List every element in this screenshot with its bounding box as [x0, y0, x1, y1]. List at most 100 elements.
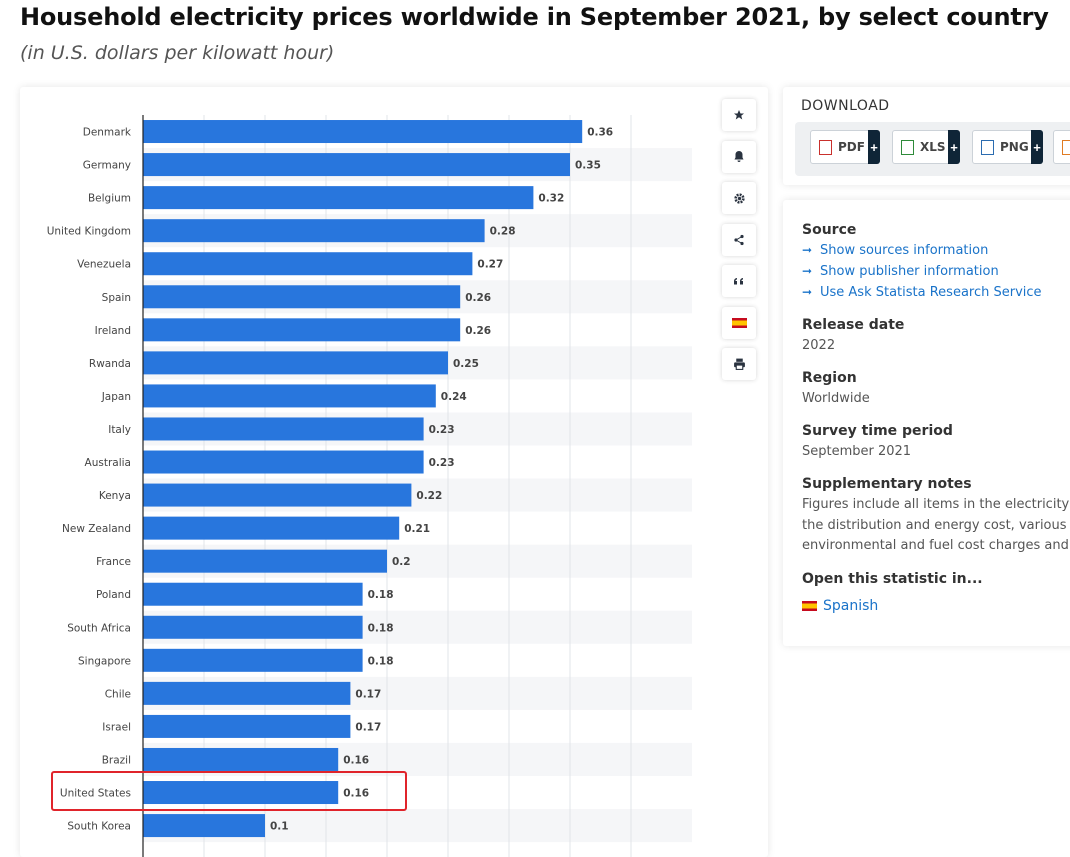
page-title: Household electricity prices worldwide i… — [20, 3, 1049, 31]
category-label: United States — [60, 788, 131, 800]
category-label: Poland — [96, 589, 131, 601]
bar-israel — [143, 714, 351, 738]
value-label: 0.18 — [368, 622, 394, 634]
share-icon — [734, 234, 744, 245]
show-sources-link[interactable]: ➞ Show sources information — [802, 243, 988, 258]
value-label: 0.27 — [477, 259, 503, 271]
png-file-icon — [981, 139, 994, 155]
bell-icon — [734, 151, 744, 162]
survey-period-value: September 2021 — [802, 444, 912, 459]
category-label: Germany — [83, 160, 131, 172]
bar-spain — [143, 285, 461, 309]
category-label: Ireland — [95, 325, 131, 337]
download-strip: PDF + XLS + PNG + — [795, 122, 1070, 176]
bar-italy — [143, 417, 424, 441]
share-button[interactable] — [722, 223, 756, 256]
value-label: 0.22 — [416, 490, 442, 502]
category-label: Denmark — [83, 127, 132, 139]
bar-ireland — [143, 318, 461, 342]
category-label: Venezuela — [77, 259, 131, 271]
arrow-right-icon: ➞ — [802, 285, 813, 299]
ask-statista-label: Use Ask Statista Research Service — [820, 285, 1042, 300]
value-label: 0.23 — [429, 424, 455, 436]
notes-line-3: environmental and fuel cost charges and … — [802, 538, 1070, 553]
download-png-label: PNG — [1000, 140, 1029, 154]
show-publisher-link[interactable]: ➞ Show publisher information — [802, 264, 999, 279]
value-label: 0.28 — [490, 226, 516, 238]
release-date-value: 2022 — [802, 338, 836, 353]
favorite-button[interactable] — [722, 99, 756, 131]
quote-icon — [734, 278, 743, 285]
category-label: New Zealand — [62, 523, 131, 535]
category-label: Chile — [105, 688, 131, 700]
category-label: France — [96, 556, 131, 568]
bar-united-kingdom — [143, 219, 485, 243]
ppt-file-icon — [1062, 139, 1070, 155]
notification-button[interactable] — [722, 140, 756, 173]
bar-france — [143, 549, 387, 573]
open-statistic-heading: Open this statistic in... — [802, 571, 983, 587]
settings-button[interactable] — [722, 182, 756, 214]
category-label: Brazil — [102, 754, 131, 766]
value-label: 0.36 — [587, 127, 613, 139]
release-date-heading: Release date — [802, 317, 905, 333]
download-xls-label: XLS — [920, 140, 946, 154]
download-more-button[interactable] — [1053, 130, 1070, 164]
info-panel: Source ➞ Show sources information ➞ Show p… — [783, 200, 1070, 646]
region-value: Worldwide — [802, 391, 870, 406]
category-label: Italy — [108, 424, 131, 436]
value-label: 0.16 — [343, 788, 369, 800]
xls-file-icon — [901, 139, 914, 155]
bar-australia — [143, 450, 424, 474]
value-label: 0.24 — [441, 391, 467, 403]
value-label: 0.2 — [392, 556, 411, 568]
spain-flag-icon — [802, 601, 817, 611]
bar-chile — [143, 681, 351, 705]
bar-south-africa — [143, 615, 363, 639]
category-label: Spain — [102, 292, 131, 304]
chart-panel: Denmark 0.36 Germany 0.35 Belgium 0.32 United … — [20, 87, 768, 857]
supplementary-notes-heading: Supplementary notes — [802, 476, 972, 492]
category-label: Kenya — [99, 490, 131, 502]
source-heading: Source — [802, 222, 857, 238]
download-pdf-plus[interactable]: + — [868, 130, 880, 164]
value-label: 0.1 — [270, 821, 289, 833]
value-label: 0.26 — [465, 325, 491, 337]
cite-button[interactable] — [722, 265, 756, 297]
region-heading: Region — [802, 370, 857, 386]
open-spanish-label: Spanish — [823, 598, 879, 614]
value-label: 0.32 — [538, 193, 564, 205]
value-label: 0.18 — [368, 589, 394, 601]
bar-belgium — [143, 186, 534, 210]
chart-toolbar — [722, 99, 756, 390]
notes-line-2: the distribution and energy cost, variou… — [802, 518, 1067, 533]
show-sources-label: Show sources information — [820, 243, 989, 258]
download-xls-button[interactable]: XLS + — [892, 130, 960, 164]
bar-south-korea — [143, 814, 265, 838]
category-label: Japan — [101, 391, 131, 403]
ask-statista-link[interactable]: ➞ Use Ask Statista Research Service — [802, 285, 1042, 300]
notes-line-1: Figures include all items in the electri… — [802, 497, 1070, 512]
download-title: DOWNLOAD — [801, 98, 890, 114]
category-label: South Korea — [67, 821, 131, 833]
download-xls-plus[interactable]: + — [948, 130, 960, 164]
download-png-plus[interactable]: + — [1031, 130, 1043, 164]
language-button[interactable] — [722, 306, 756, 339]
download-pdf-button[interactable]: PDF + — [810, 130, 880, 164]
bar-kenya — [143, 483, 412, 507]
bar-germany — [143, 153, 570, 177]
arrow-right-icon: ➞ — [802, 264, 813, 278]
bar-singapore — [143, 648, 363, 672]
open-spanish-link[interactable]: Spanish — [802, 598, 878, 614]
survey-period-heading: Survey time period — [802, 423, 953, 439]
value-label: 0.21 — [404, 523, 430, 535]
download-panel: DOWNLOAD PDF + XLS + PNG + — [783, 87, 1070, 185]
download-png-button[interactable]: PNG + — [972, 130, 1043, 164]
arrow-right-icon: ➞ — [802, 243, 813, 257]
category-label: Israel — [102, 721, 131, 733]
show-publisher-label: Show publisher information — [820, 264, 999, 279]
bar-rwanda — [143, 351, 448, 375]
star-icon — [734, 110, 744, 120]
bar-chart: Denmark 0.36 Germany 0.35 Belgium 0.32 United … — [47, 115, 692, 857]
print-button[interactable] — [722, 348, 756, 380]
